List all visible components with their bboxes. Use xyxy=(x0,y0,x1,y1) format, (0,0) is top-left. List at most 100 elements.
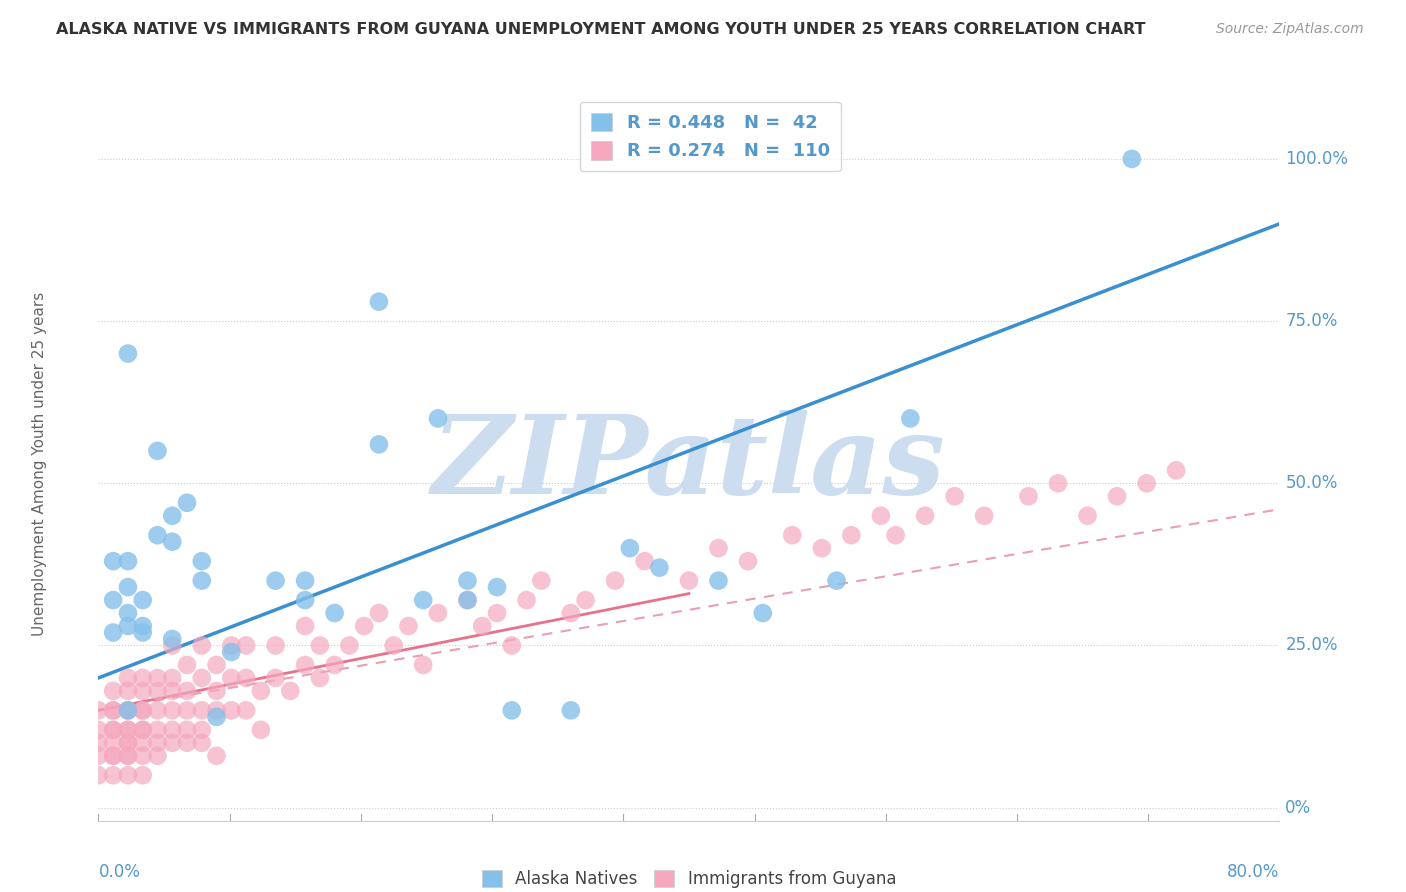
Point xyxy=(368,437,391,451)
Point xyxy=(103,768,125,782)
Point xyxy=(87,723,110,737)
Point xyxy=(678,574,700,588)
Point xyxy=(619,541,641,556)
Point xyxy=(117,703,139,717)
Point xyxy=(103,593,125,607)
Point xyxy=(162,508,183,523)
Point xyxy=(515,593,537,607)
Point xyxy=(219,671,242,685)
Point xyxy=(219,703,242,717)
Point xyxy=(176,736,198,750)
Point xyxy=(132,736,155,750)
Point xyxy=(471,619,494,633)
Point xyxy=(751,606,773,620)
Point xyxy=(309,671,332,685)
Point xyxy=(456,593,478,607)
Point xyxy=(219,639,242,653)
Point xyxy=(132,768,155,782)
Point xyxy=(162,534,183,549)
Text: 80.0%: 80.0% xyxy=(1227,863,1279,881)
Point xyxy=(250,684,273,698)
Text: 75.0%: 75.0% xyxy=(1285,312,1337,330)
Point xyxy=(146,703,169,717)
Point xyxy=(560,606,582,620)
Point xyxy=(117,554,139,568)
Point xyxy=(103,723,125,737)
Point xyxy=(456,593,478,607)
Point xyxy=(117,684,139,698)
Point xyxy=(132,703,155,717)
Point xyxy=(1135,476,1157,491)
Point xyxy=(87,768,110,782)
Point xyxy=(648,560,671,574)
Point xyxy=(87,703,110,717)
Text: ZIPatlas: ZIPatlas xyxy=(432,410,946,517)
Point xyxy=(382,639,405,653)
Point xyxy=(427,411,450,425)
Point xyxy=(132,723,155,737)
Point xyxy=(132,723,155,737)
Point xyxy=(205,748,228,763)
Text: 0%: 0% xyxy=(1285,798,1312,817)
Point xyxy=(162,736,183,750)
Point xyxy=(264,671,287,685)
Point xyxy=(191,639,214,653)
Point xyxy=(146,528,169,542)
Point xyxy=(176,496,198,510)
Point xyxy=(235,639,257,653)
Point xyxy=(162,632,183,646)
Point xyxy=(191,671,214,685)
Point xyxy=(294,593,316,607)
Point xyxy=(486,580,509,594)
Point xyxy=(103,703,125,717)
Point xyxy=(869,508,891,523)
Point xyxy=(501,639,523,653)
Point xyxy=(132,671,155,685)
Point xyxy=(162,684,183,698)
Point xyxy=(132,593,155,607)
Point xyxy=(176,723,198,737)
Point xyxy=(294,657,316,672)
Point xyxy=(235,671,257,685)
Point xyxy=(117,723,139,737)
Point xyxy=(973,508,995,523)
Point xyxy=(323,657,346,672)
Point xyxy=(412,593,434,607)
Point xyxy=(1105,489,1128,503)
Point xyxy=(132,684,155,698)
Text: 0.0%: 0.0% xyxy=(98,863,141,881)
Point xyxy=(353,619,375,633)
Point xyxy=(117,736,139,750)
Point xyxy=(782,528,804,542)
Point xyxy=(1077,508,1099,523)
Point xyxy=(943,489,966,503)
Point xyxy=(264,574,287,588)
Point xyxy=(707,541,730,556)
Point xyxy=(707,574,730,588)
Point xyxy=(176,684,198,698)
Point xyxy=(914,508,936,523)
Point xyxy=(191,723,214,737)
Point xyxy=(117,606,139,620)
Point xyxy=(146,723,169,737)
Point xyxy=(103,723,125,737)
Point xyxy=(103,625,125,640)
Point xyxy=(368,294,391,309)
Point xyxy=(205,684,228,698)
Point xyxy=(501,703,523,717)
Point xyxy=(87,748,110,763)
Point xyxy=(162,703,183,717)
Point xyxy=(574,593,596,607)
Text: ALASKA NATIVE VS IMMIGRANTS FROM GUYANA UNEMPLOYMENT AMONG YOUTH UNDER 25 YEARS : ALASKA NATIVE VS IMMIGRANTS FROM GUYANA … xyxy=(56,22,1146,37)
Point xyxy=(146,748,169,763)
Point xyxy=(294,574,316,588)
Point xyxy=(278,684,302,698)
Point xyxy=(117,703,139,717)
Point xyxy=(162,639,183,653)
Point xyxy=(1164,463,1187,477)
Point xyxy=(1017,489,1039,503)
Point xyxy=(456,574,478,588)
Text: 25.0%: 25.0% xyxy=(1285,637,1339,655)
Point xyxy=(205,710,228,724)
Point xyxy=(737,554,759,568)
